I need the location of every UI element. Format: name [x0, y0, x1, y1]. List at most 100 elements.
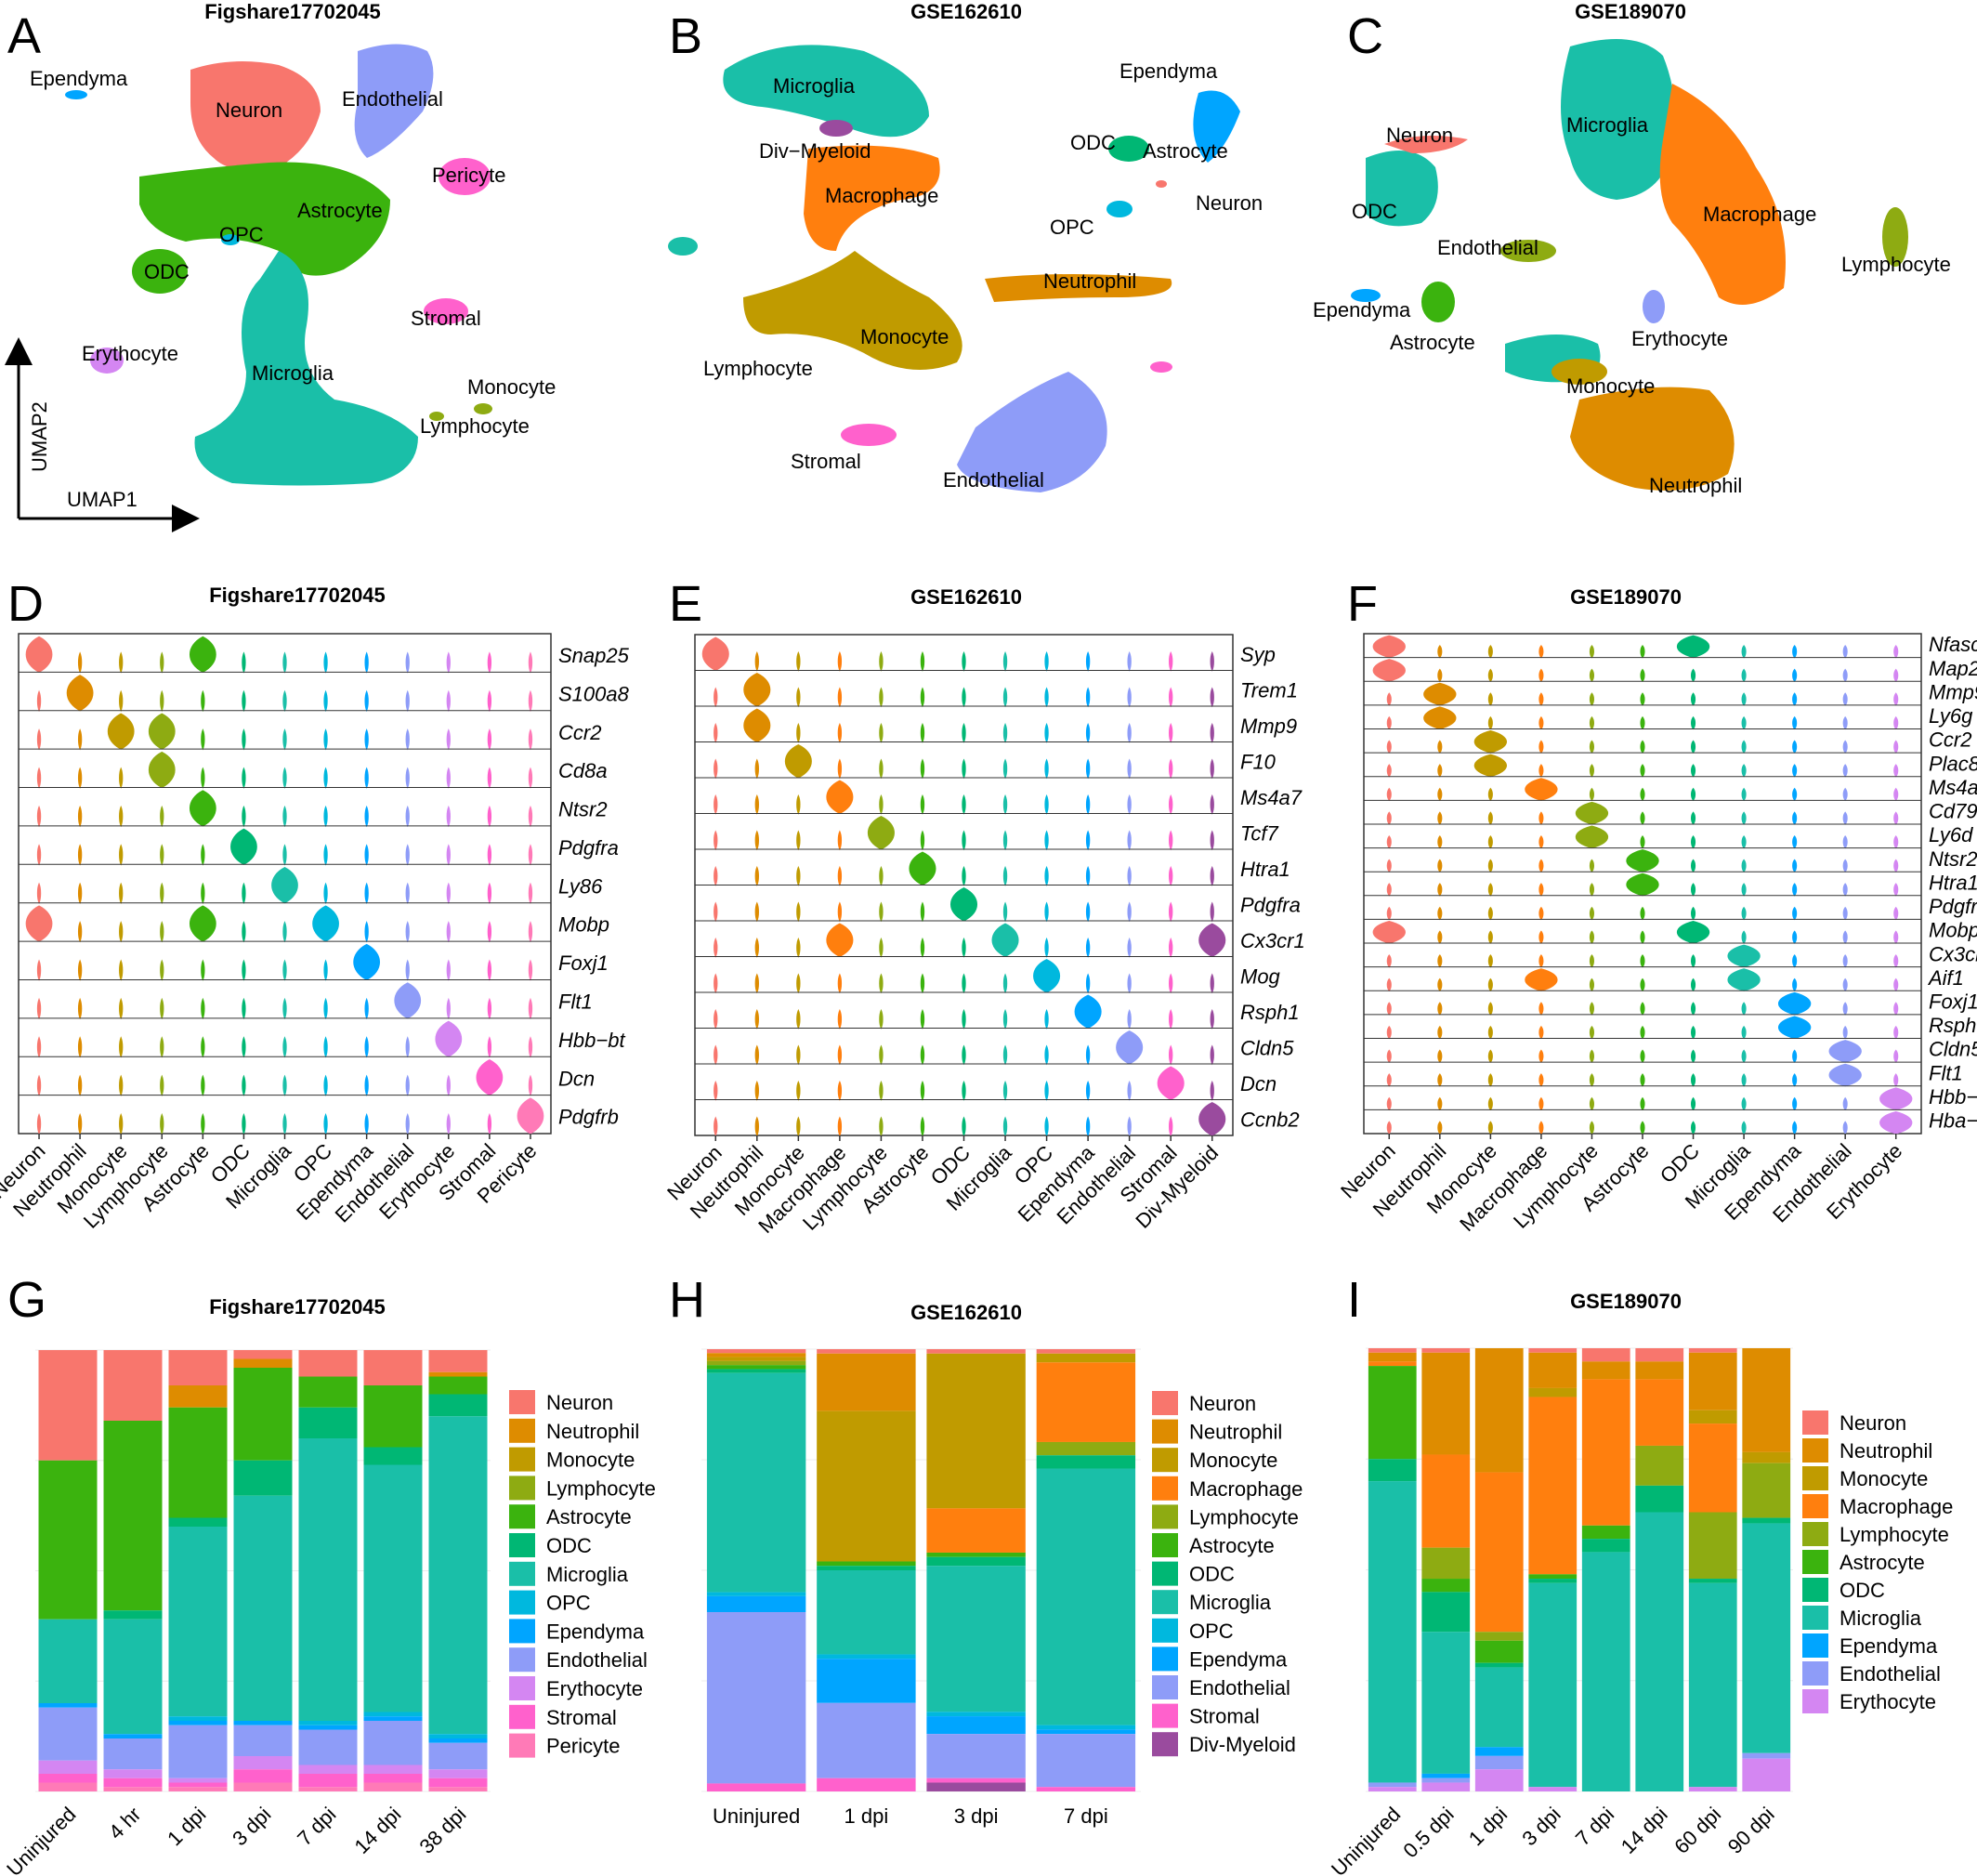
legend-swatch-neutrophil [1152, 1419, 1178, 1444]
panel-title-e: GSE162610 [910, 585, 1022, 609]
violin-pdgfra-microglia [282, 844, 287, 866]
violin-ms4a7-neutrophil [1437, 787, 1443, 802]
violin-dcn-odc [962, 1081, 966, 1101]
violin-ntsr2-lymphocyte [1589, 859, 1594, 872]
violin-ccnb2-neutrophil [754, 1116, 759, 1137]
violin-mobp-erythocyte [1893, 930, 1899, 944]
violin-ms4a7-astrocyte [1640, 787, 1645, 802]
violin-s100a8-microglia [282, 689, 287, 713]
bar-segment-3-dpi-neutrophil [1528, 1352, 1578, 1388]
bar-segment-uninjured-stromal [38, 1774, 98, 1783]
violin-mmp9-microglia [1002, 723, 1008, 743]
legend-swatch-macrophage [1152, 1476, 1178, 1501]
violin-plac8-monocyte [1473, 754, 1508, 778]
violin-mmp9-neutrophil [1423, 682, 1457, 706]
cluster-ependyma [1193, 90, 1240, 163]
violin-rsph1-monocyte [1487, 1025, 1493, 1040]
violin-rsph1-div-myeloid [1210, 1009, 1214, 1030]
violin-cd8a-astrocyte [201, 767, 205, 789]
violin-hbb-bt-lymphocyte [160, 1036, 164, 1058]
bar-segment-60-dpi-microglia [1688, 1582, 1737, 1788]
violin-hbb-bt-pericyte [528, 1036, 533, 1058]
violin-foxj1-endothelial [405, 959, 410, 981]
panel-letter-c: C [1347, 8, 1383, 64]
bar-segment-3-dpi-opc [926, 1712, 1026, 1717]
violin-cd8a-pericyte [528, 767, 533, 789]
violin-mobp-neuron [1372, 920, 1406, 944]
violin-cx3cr1-ependyma [1085, 938, 1091, 958]
violin-ly6g-microglia [1741, 715, 1747, 730]
violin-ly86-neutrophil [77, 882, 83, 904]
legend-label-microglia: Microglia [546, 1563, 629, 1586]
gene-label-htra1: Htra1 [1929, 871, 1977, 894]
violin-dcn-endothelial [1127, 1081, 1132, 1101]
violin-mmp9-div-myeloid [1210, 723, 1214, 743]
violin-trem1-stromal [1169, 687, 1173, 708]
violin-cd79b-microglia [1741, 811, 1747, 825]
panel-title-a: Figshare17702045 [204, 0, 381, 23]
bar-segment-7-dpi-lymphocyte [1036, 1441, 1136, 1456]
violin-ly6g-neuron [1386, 715, 1392, 730]
bar-segment-14-dpi-neuron [1635, 1348, 1684, 1362]
cluster-endothelial [957, 372, 1107, 492]
bar-segment-3-dpi-odc [1528, 1579, 1578, 1583]
gene-label-map2: Map2 [1929, 657, 1977, 680]
umap-b-label-macrophage: Macrophage [825, 184, 938, 207]
bar-segment-60-dpi-neutrophil [1688, 1352, 1737, 1410]
cluster-odc [132, 249, 188, 294]
violin-ly86-odc [242, 882, 246, 904]
violin-cx3cr1-odc [1691, 954, 1696, 968]
violin-hbb-bt-microglia [282, 1036, 287, 1058]
bar-segment-7-dpi-stromal [298, 1774, 358, 1788]
legend-swatch-astrocyte [509, 1504, 535, 1529]
violin-ntsr2-endothelial [1842, 859, 1848, 872]
legend-swatch-neutrophil [509, 1418, 535, 1443]
violin-cd79b-ependyma [1792, 811, 1798, 825]
violin-mog-endothelial [1127, 973, 1132, 994]
violin-f10-endothelial [1127, 758, 1132, 780]
cluster-erythocyte [90, 348, 124, 374]
violin-flt1-neutrophil [77, 997, 83, 1020]
violin-htra1-microglia [1741, 883, 1747, 897]
legend-swatch-endothelial [1152, 1675, 1178, 1699]
umap-b-label-ependyma: Ependyma [1119, 59, 1218, 83]
violin-mog-ependyma [1085, 973, 1091, 994]
violin-cd8a-neutrophil [77, 767, 83, 789]
violin-hbb-bt-microglia [1741, 1096, 1747, 1111]
bar-segment-4-hr-astrocyte [103, 1421, 163, 1611]
violin-foxj1-microglia [282, 959, 287, 981]
violin-pdgfrb-neuron [36, 1113, 42, 1135]
bar-segment-7-dpi-macrophage [1036, 1362, 1136, 1442]
violin-ms4a7-neutrophil [754, 794, 759, 815]
umap-b [668, 45, 1240, 492]
violin-ccr2-erythocyte [446, 728, 451, 751]
violin-ms4a7-astrocyte [920, 794, 925, 815]
gene-label-hbb-bt: Hbb−bt [558, 1029, 625, 1052]
violin-htra1-endothelial [1842, 883, 1848, 897]
violin-cx3cr1-neuron [714, 938, 718, 958]
violin-mmp9-monocyte [1487, 692, 1493, 706]
violin-plac8-neutrophil [1437, 764, 1443, 778]
bar-segment-uninjured-odc [1368, 1459, 1417, 1482]
violin-cx3cr1-opc [1044, 938, 1049, 958]
bar-segment-90-dpi-erythocyte [1742, 1758, 1791, 1791]
violin-tcf7-astrocyte [920, 830, 925, 851]
legend-swatch-neutrophil [1802, 1438, 1828, 1463]
x-tick-label-uninjured: Uninjured [713, 1804, 800, 1828]
violin-mobp-lymphocyte [160, 921, 164, 943]
bar-segment-uninjured-neuron [38, 1350, 98, 1461]
violin-ntsr2-lymphocyte [160, 805, 164, 828]
violin-hba-a1-microglia [1741, 1121, 1747, 1135]
violin-pdgfra-stromal [487, 844, 492, 866]
legend-swatch-stromal [509, 1704, 535, 1729]
gene-label-f10: F10 [1240, 750, 1277, 773]
bar-segment-uninjured-endothelial [1368, 1782, 1417, 1788]
violin-hbb-bt-neuron [1386, 1096, 1392, 1111]
violin-ly6d-ependyma [1792, 834, 1798, 849]
umap-b-label-div-myeloid: Div−Myeloid [759, 139, 871, 163]
violin-cd79b-macrophage [1538, 811, 1544, 825]
violin-ms4a7-ependyma [1085, 794, 1091, 815]
violin-foxj1-endothelial [1842, 1002, 1848, 1016]
violin-cd8a-microglia [282, 767, 287, 789]
legend-swatch-odc [1152, 1561, 1178, 1586]
